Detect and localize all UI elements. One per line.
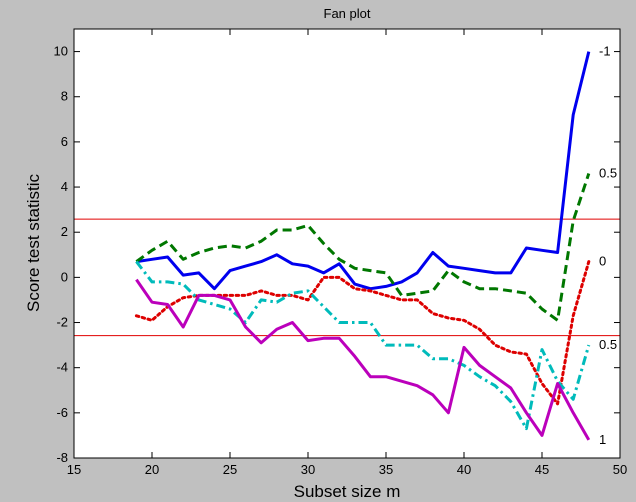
series-end-label-4: 1 bbox=[599, 432, 606, 447]
y-axis-title: Score test statistic bbox=[24, 174, 43, 312]
series-line-4 bbox=[135, 278, 591, 441]
series-end-label-3: 0.5 bbox=[599, 337, 617, 352]
x-tick-label: 30 bbox=[301, 462, 315, 477]
series-line-0 bbox=[136, 51, 591, 291]
y-tick-label: 0 bbox=[61, 269, 68, 284]
y-tick-label: 8 bbox=[61, 89, 68, 104]
plot-area bbox=[74, 29, 620, 458]
x-tick-label: 50 bbox=[613, 462, 627, 477]
x-tick-label: 40 bbox=[457, 462, 471, 477]
x-tick-label: 35 bbox=[379, 462, 393, 477]
series-end-label-0: -1 bbox=[599, 44, 611, 59]
x-tick-label: 25 bbox=[223, 462, 237, 477]
series-line-1 bbox=[135, 173, 591, 322]
y-tick-label: -8 bbox=[56, 450, 68, 465]
x-tick-label: 20 bbox=[145, 462, 159, 477]
x-tick-label: 45 bbox=[535, 462, 549, 477]
chart-title: Fan plot bbox=[324, 6, 371, 21]
plot-frame bbox=[73, 28, 621, 459]
x-axis-title: Subset size m bbox=[294, 482, 401, 501]
series-end-labels: -1 0.5 0 0.5 1 bbox=[599, 44, 617, 447]
y-tick-label: 4 bbox=[61, 179, 68, 194]
series-end-label-1: 0.5 bbox=[599, 166, 617, 181]
y-tick-label: 10 bbox=[54, 44, 68, 59]
series-line-3 bbox=[135, 260, 591, 431]
y-tick-label: -4 bbox=[56, 360, 68, 375]
y-tick-label: 6 bbox=[61, 134, 68, 149]
series-end-label-2: 0 bbox=[599, 254, 606, 269]
y-tick-label: -2 bbox=[56, 315, 68, 330]
y-tick-label: -6 bbox=[56, 405, 68, 420]
axis-ticks bbox=[73, 29, 621, 459]
y-tick-label: 2 bbox=[61, 224, 68, 239]
x-tick-label: 15 bbox=[67, 462, 81, 477]
reference-lines bbox=[74, 218, 620, 337]
series-layer bbox=[134, 51, 591, 441]
